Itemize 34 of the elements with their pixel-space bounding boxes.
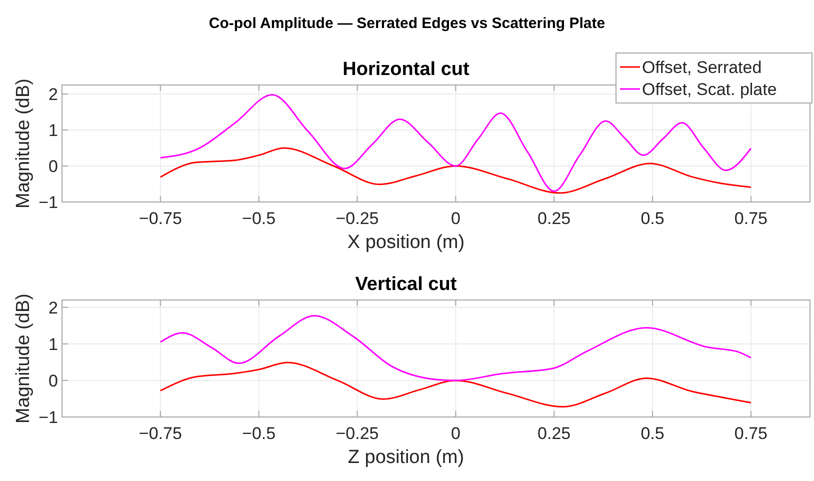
- x-tick-label: 0: [450, 424, 460, 443]
- y-axis-title: Magnitude (dB): [13, 78, 34, 208]
- chart-title: Co-pol Amplitude — Serrated Edges vs Scattering Plate: [208, 15, 606, 32]
- x-tick-label: −0.25: [336, 209, 379, 228]
- x-axis-title: X position (m): [347, 232, 465, 253]
- y-axis-title: Magnitude (dB): [13, 294, 34, 424]
- x-tick-label: −0.5: [242, 209, 276, 228]
- legend-label: Offset, Scat. plate: [642, 80, 777, 99]
- y-tick-label: 1: [48, 121, 58, 140]
- y-tick-label: −1: [38, 408, 58, 427]
- line-series: [160, 147, 752, 194]
- y-tick-label: 0: [48, 157, 58, 176]
- x-tick-label: −0.75: [138, 424, 182, 443]
- legend-label: Offset, Serrated: [642, 58, 762, 77]
- chart-subtitle: Horizontal cut: [342, 59, 470, 80]
- x-tick-label: 0.5: [640, 424, 664, 443]
- chart-title: Vertical cut: [355, 274, 458, 295]
- y-tick-label: 2: [48, 85, 58, 104]
- line-series: [160, 362, 752, 408]
- x-axis-title: Z position (m): [348, 447, 464, 468]
- x-tick-label: 0.25: [538, 209, 571, 228]
- line-series: [160, 314, 752, 382]
- x-tick-label: 0.75: [734, 424, 768, 443]
- x-tick-label: −0.75: [138, 209, 182, 228]
- x-tick-label: −0.5: [242, 424, 276, 443]
- y-tick-label: 1: [48, 334, 58, 354]
- x-tick-label: 0.5: [640, 209, 664, 228]
- x-tick-label: 0: [450, 209, 460, 228]
- x-tick-label: −0.25: [336, 424, 379, 443]
- x-tick-label: 0.25: [538, 424, 571, 443]
- y-tick-label: 0: [48, 371, 58, 390]
- y-tick-label: 2: [48, 298, 58, 318]
- x-tick-label: 0.75: [734, 209, 768, 228]
- y-tick-label: −1: [38, 193, 58, 212]
